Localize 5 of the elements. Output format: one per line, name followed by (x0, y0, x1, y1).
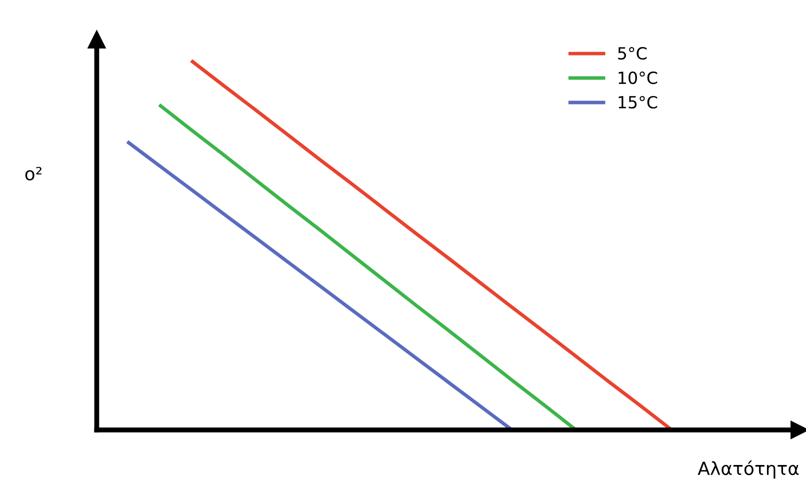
x-axis-title: Αλατότητα (698, 460, 799, 479)
legend-label: 5°C (618, 47, 647, 60)
legend-label: 15°C (618, 96, 658, 109)
y-axis-title: o² (25, 166, 42, 180)
legend-label: 10°C (618, 71, 658, 84)
